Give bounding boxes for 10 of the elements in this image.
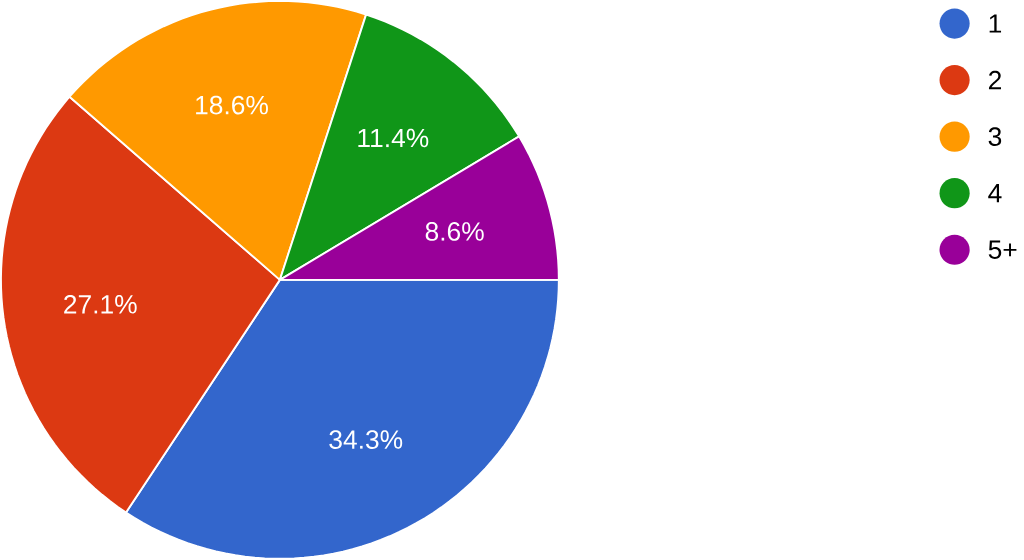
legend-label: 4 (988, 184, 1002, 203)
data-label: 18.6% (196, 95, 268, 115)
data-label: 27.1% (64, 295, 137, 314)
data-label: 11.4% (358, 128, 429, 148)
legend-label: 2 (988, 71, 1001, 90)
legend-label: 5+ (988, 240, 1017, 260)
legend-label: 3 (988, 127, 1002, 147)
legend-label: 1 (989, 14, 1002, 33)
data-label: 8.6% (425, 222, 484, 241)
data-label: 34.3% (329, 430, 403, 450)
